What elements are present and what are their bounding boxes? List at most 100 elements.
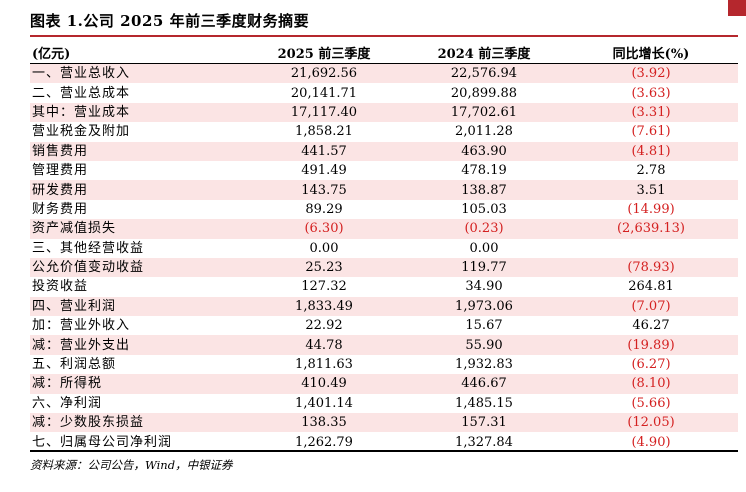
table-row: 资产减值损失 (6.30) (0.23) (2,639.13) xyxy=(30,219,738,239)
value-2024: (0.23) xyxy=(404,219,564,239)
value-2024: 55.90 xyxy=(404,335,564,355)
table-row: 营业税金及附加 1,858.21 2,011.28 (7.61) xyxy=(30,122,738,141)
table-row: 七、归属母公司净利润 1,262.79 1,327.84 (4.90) xyxy=(30,432,738,451)
table-row: 销售费用 441.57 463.90 (4.81) xyxy=(30,141,738,161)
row-label: 研发费用 xyxy=(30,180,244,200)
table-row: 减：少数股东损益 138.35 157.31 (12.05) xyxy=(30,413,738,433)
value-2024: 15.67 xyxy=(465,318,503,334)
value-2024: 22,576.94 xyxy=(404,63,564,84)
table-row: 其中：营业成本 17,117.40 17,702.61 (3.31) xyxy=(30,102,738,123)
financial-summary-table: (亿元) 2025 前三季度 2024 前三季度 同比增长(%) 一、营业总收入… xyxy=(30,42,738,452)
table-row: 二、营业总成本 20,141.71 20,899.88 (3.63) xyxy=(30,83,738,102)
value-yoy: (2,639.13) xyxy=(564,219,738,239)
value-2025: (6.30) xyxy=(244,219,404,239)
row-label: 投资收益 xyxy=(32,279,89,295)
value-2025: 44.78 xyxy=(244,335,404,355)
value-2025: 1,858.21 xyxy=(295,124,353,140)
value-2024: 34.90 xyxy=(465,279,503,295)
value-yoy: (3.63) xyxy=(631,85,671,101)
row-label: 六、净利润 xyxy=(32,395,103,411)
row-label: 销售费用 xyxy=(30,141,244,161)
row-label: 七、归属母公司净利润 xyxy=(32,434,173,450)
table-row: 五、利润总额 1,811.63 1,932.83 (6.27) xyxy=(30,355,738,374)
value-yoy: (3.92) xyxy=(564,63,738,84)
value-2025: 1,401.14 xyxy=(295,395,353,411)
row-label: 营业税金及附加 xyxy=(32,124,131,140)
value-yoy: (4.81) xyxy=(564,141,738,161)
value-yoy: (4.90) xyxy=(631,434,671,450)
value-2025: 1,833.49 xyxy=(244,296,404,317)
table-header-row: (亿元) 2025 前三季度 2024 前三季度 同比增长(%) xyxy=(30,42,738,64)
table-row: 三、其他经营收益 0.00 0.00 xyxy=(30,239,738,258)
header-unit: (亿元) xyxy=(30,42,244,64)
value-2024: 463.90 xyxy=(404,141,564,161)
row-label: 资产减值损失 xyxy=(30,219,244,239)
header-2025: 2025 前三季度 xyxy=(244,42,404,64)
row-label: 管理费用 xyxy=(32,163,89,179)
table-row: 六、净利润 1,401.14 1,485.15 (5.66) xyxy=(30,394,738,413)
value-2025: 89.29 xyxy=(305,201,343,217)
value-2024: 17,702.61 xyxy=(404,102,564,123)
value-2025: 410.49 xyxy=(244,374,404,394)
value-2025: 127.32 xyxy=(301,279,347,295)
value-yoy: (6.27) xyxy=(631,357,671,373)
row-label: 减：营业外支出 xyxy=(30,335,244,355)
value-yoy: (3.31) xyxy=(564,102,738,123)
value-2025: 20,141.71 xyxy=(290,85,358,101)
table-row: 减：所得税 410.49 446.67 (8.10) xyxy=(30,374,738,394)
table-row: 研发费用 143.75 138.87 3.51 xyxy=(30,180,738,200)
value-yoy: (19.89) xyxy=(564,335,738,355)
corner-accent xyxy=(728,0,746,16)
table-row: 投资收益 127.32 34.90 264.81 xyxy=(30,277,738,296)
value-2024: 1,327.84 xyxy=(455,434,513,450)
row-label: 减：少数股东损益 xyxy=(30,413,244,433)
page-title: 图表 1.公司 2025 年前三季度财务摘要 xyxy=(30,12,310,30)
row-label: 其中：营业成本 xyxy=(30,102,244,123)
value-yoy: (7.07) xyxy=(564,296,738,317)
value-2024: 119.77 xyxy=(404,257,564,278)
table-row: 财务费用 89.29 105.03 (14.99) xyxy=(30,200,738,219)
value-2024: 105.03 xyxy=(461,201,507,217)
value-2024: 2,011.28 xyxy=(455,124,513,140)
value-2024: 1,932.83 xyxy=(455,357,513,373)
table-row: 公允价值变动收益 25.23 119.77 (78.93) xyxy=(30,257,738,278)
header-yoy: 同比增长(%) xyxy=(564,42,738,64)
value-yoy: (7.61) xyxy=(631,124,671,140)
value-2025: 17,117.40 xyxy=(244,102,404,123)
table-row: 一、营业总收入 21,692.56 22,576.94 (3.92) xyxy=(30,63,738,84)
value-2024: 478.19 xyxy=(461,163,507,179)
value-yoy: (12.05) xyxy=(564,413,738,433)
table-body: 一、营业总收入 21,692.56 22,576.94 (3.92) 二、营业总成本 20… xyxy=(30,63,738,452)
value-2025: 25.23 xyxy=(244,257,404,278)
value-2024: 1,973.06 xyxy=(404,296,564,317)
value-yoy: (14.99) xyxy=(627,201,675,217)
value-2024: 0.00 xyxy=(469,240,499,256)
value-yoy: 46.27 xyxy=(632,318,670,334)
value-2024: 138.87 xyxy=(404,180,564,200)
value-yoy: (78.93) xyxy=(564,257,738,278)
header-2024: 2024 前三季度 xyxy=(404,42,564,64)
value-2025: 491.49 xyxy=(301,163,347,179)
value-2025: 0.00 xyxy=(309,240,339,256)
value-2024: 1,485.15 xyxy=(455,395,513,411)
value-yoy: (5.66) xyxy=(631,395,671,411)
value-yoy: 2.78 xyxy=(636,163,666,179)
row-label: 一、营业总收入 xyxy=(30,63,244,84)
row-label: 四、营业利润 xyxy=(30,296,244,317)
value-yoy: 3.51 xyxy=(564,180,738,200)
value-2025: 143.75 xyxy=(244,180,404,200)
source-note: 资料来源：公司公告，Wind，中银证券 xyxy=(30,458,233,472)
value-2025: 21,692.56 xyxy=(244,63,404,84)
row-label: 二、营业总成本 xyxy=(32,85,131,101)
row-label: 加：营业外收入 xyxy=(32,318,131,334)
value-2025: 1,262.79 xyxy=(295,434,353,450)
value-2024: 446.67 xyxy=(404,374,564,394)
value-2025: 1,811.63 xyxy=(295,357,353,373)
value-2025: 22.92 xyxy=(305,318,343,334)
table-bottom-divider xyxy=(30,450,738,452)
table-row: 减：营业外支出 44.78 55.90 (19.89) xyxy=(30,335,738,355)
row-label: 五、利润总额 xyxy=(32,357,117,373)
title-divider xyxy=(30,35,738,37)
table-row: 加：营业外收入 22.92 15.67 46.27 xyxy=(30,316,738,335)
